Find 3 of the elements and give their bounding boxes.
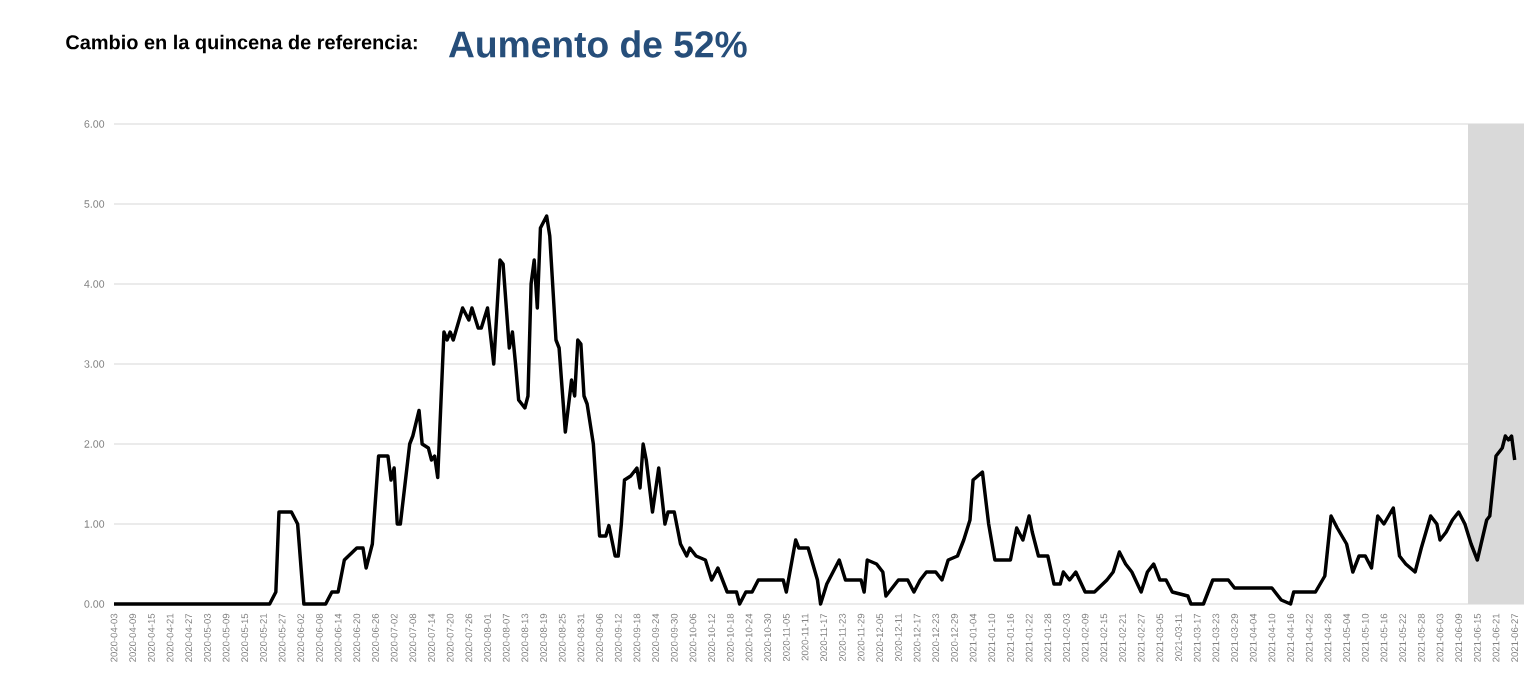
chart-title: Cambio en la quincena de referencia: (66, 34, 417, 54)
chart-subtitle: Aumento de 52% (448, 30, 747, 58)
line-series (112, 214, 1517, 606)
